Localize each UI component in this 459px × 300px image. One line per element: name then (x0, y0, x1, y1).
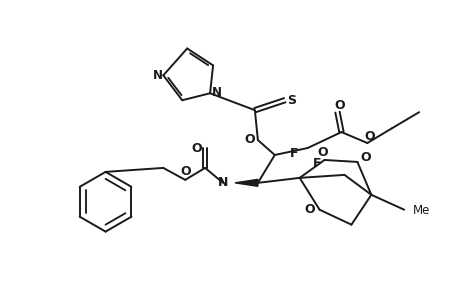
Text: N: N (218, 176, 228, 189)
Text: S: S (286, 94, 296, 107)
Polygon shape (235, 179, 257, 186)
Text: F: F (313, 158, 321, 170)
Text: O: O (179, 165, 190, 178)
Text: F: F (289, 148, 297, 160)
Text: O: O (304, 203, 314, 216)
Text: O: O (244, 133, 255, 146)
Text: O: O (333, 99, 344, 112)
Text: O: O (191, 142, 202, 154)
Text: O: O (363, 130, 374, 142)
Text: O: O (359, 152, 370, 164)
Text: Me: Me (412, 204, 430, 217)
Text: N: N (153, 69, 163, 82)
Text: N: N (212, 86, 222, 99)
Text: O: O (317, 146, 327, 160)
